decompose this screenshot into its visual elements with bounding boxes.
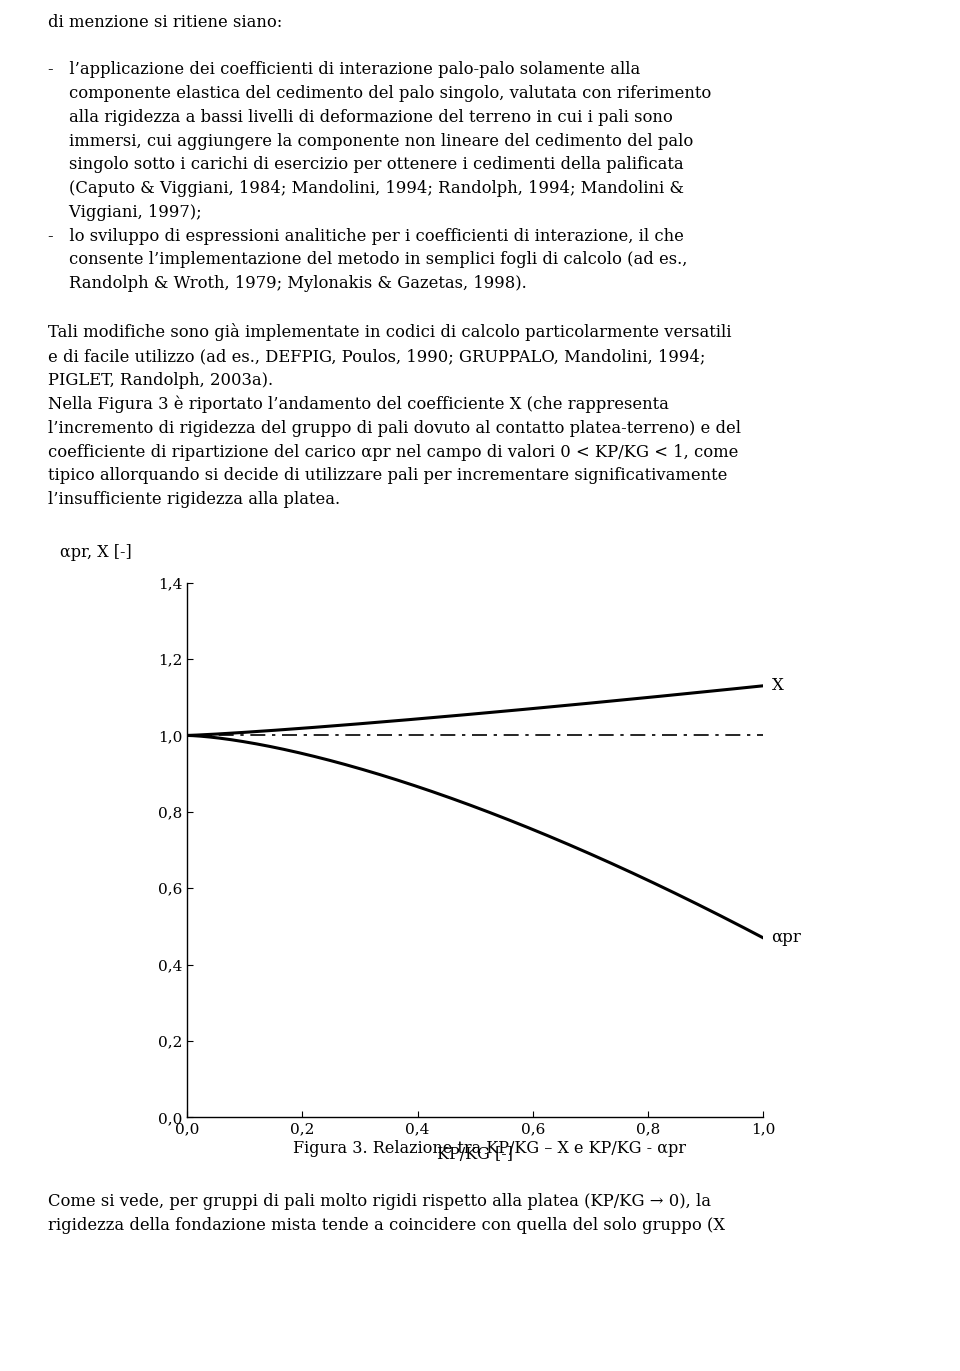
Text: αpr: αpr — [772, 930, 802, 946]
Text: Figura 3. Relazione tra KP/KG – X e KP/KG - αpr: Figura 3. Relazione tra KP/KG – X e KP/K… — [293, 1139, 686, 1157]
X-axis label: KP/KG [-]: KP/KG [-] — [437, 1146, 514, 1163]
Text: αpr, X [-]: αpr, X [-] — [60, 544, 132, 561]
Text: X: X — [772, 677, 783, 694]
Text: Come si vede, per gruppi di pali molto rigidi rispetto alla platea (KP/KG → 0), : Come si vede, per gruppi di pali molto r… — [48, 1193, 725, 1234]
Text: di menzione si ritiene siano:

-   l’applicazione dei coefficienti di interazion: di menzione si ritiene siano: - l’applic… — [48, 14, 741, 509]
